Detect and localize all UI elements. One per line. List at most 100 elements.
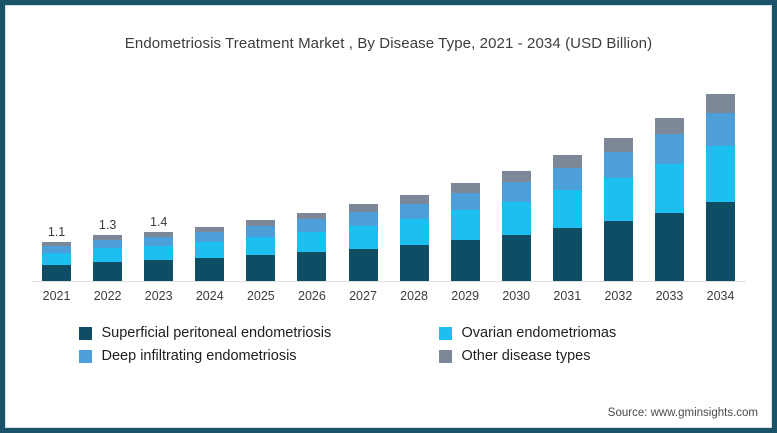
bar-stack: [195, 226, 225, 281]
bar-segment-superficial-peritoneal-endometriosis: [195, 258, 225, 281]
bar-stack: [654, 118, 684, 281]
bar-segment-deep-infiltrating-endometriosis: [144, 236, 174, 246]
bar-column-2028: [389, 195, 440, 281]
legend: Superficial peritoneal endometriosis Ovar…: [78, 325, 699, 364]
bar-segment-ovarian-endometriomas: [706, 146, 736, 203]
bar-segment-superficial-peritoneal-endometriosis: [246, 255, 276, 281]
x-axis-tick-2024: 2024: [195, 289, 224, 303]
bar-segment-superficial-peritoneal-endometriosis: [501, 234, 531, 281]
bar-column-2024: [184, 226, 235, 281]
bar-column-2033: [644, 118, 695, 281]
bar-total-label: 1.3: [98, 218, 117, 233]
bar-segment-other-disease-types: [654, 118, 684, 135]
bar-segment-ovarian-endometriomas: [42, 253, 72, 265]
bar-segment-deep-infiltrating-endometriosis: [246, 226, 276, 237]
bar-segment-ovarian-endometriomas: [297, 231, 327, 253]
bar-segment-ovarian-endometriomas: [348, 225, 378, 249]
bar-column-2030: [491, 170, 542, 281]
bar-stack: [603, 137, 633, 281]
x-axis-tick-2023: 2023: [144, 289, 173, 303]
bar-segment-deep-infiltrating-endometriosis: [654, 134, 684, 164]
x-axis-tick-2028: 2028: [400, 289, 428, 303]
plot-area: 1.1 1.3 1.4 2021 2022 2023 2024 2025 2026 2027 20…: [31, 66, 746, 303]
bar-segment-other-disease-types: [93, 235, 123, 240]
bar-segment-other-disease-types: [501, 170, 531, 182]
bar-segment-ovarian-endometriomas: [552, 190, 582, 229]
x-axis-tick-2025: 2025: [246, 289, 275, 303]
bar-segment-superficial-peritoneal-endometriosis: [144, 260, 174, 281]
legend-swatch-icon: [438, 349, 452, 363]
bar-segment-other-disease-types: [706, 93, 736, 113]
legend-item-deep-infiltrating-endometriosis: Deep infiltrating endometriosis: [78, 348, 439, 364]
bar-segment-deep-infiltrating-endometriosis: [603, 151, 633, 178]
bar-segment-other-disease-types: [450, 183, 480, 193]
x-axis-tick-2034: 2034: [706, 289, 735, 303]
x-axis-tick-2033: 2033: [655, 289, 684, 303]
x-axis-tick-2030: 2030: [502, 289, 531, 303]
x-axis-tick-2032: 2032: [604, 289, 633, 303]
x-axis-tick-2029: 2029: [451, 289, 480, 303]
legend-swatch-icon: [438, 326, 452, 340]
bar-column-2032: [593, 137, 644, 281]
bar-stack: [706, 93, 736, 281]
legend-label: Other disease types: [461, 348, 591, 364]
bar-segment-ovarian-endometriomas: [603, 177, 633, 221]
bar-total-label: 1.1: [47, 225, 66, 240]
bar-segment-deep-infiltrating-endometriosis: [450, 192, 480, 211]
chart-title: Endometriosis Treatment Market , By Dise…: [124, 35, 653, 52]
bar-column-2034: [695, 93, 746, 281]
x-axis-tick-2031: 2031: [553, 289, 582, 303]
bar-segment-deep-infiltrating-endometriosis: [706, 112, 736, 147]
x-axis-tick-2027: 2027: [349, 289, 377, 303]
bar-segment-deep-infiltrating-endometriosis: [399, 203, 429, 220]
bar-segment-superficial-peritoneal-endometriosis: [654, 212, 684, 281]
bar-segment-other-disease-types: [42, 242, 72, 247]
source-attribution: Source: www.gminsights.com: [607, 407, 758, 419]
bar-segment-superficial-peritoneal-endometriosis: [93, 261, 123, 281]
bar-segment-other-disease-types: [552, 154, 582, 168]
bar-segment-ovarian-endometriomas: [450, 210, 480, 240]
bar-segment-superficial-peritoneal-endometriosis: [450, 239, 480, 281]
bar-column-2026: [286, 212, 337, 281]
bar-column-2025: [235, 219, 286, 281]
x-axis-tick-2021: 2021: [42, 289, 71, 303]
bar-segment-ovarian-endometriomas: [246, 236, 276, 256]
bar-stack: [297, 212, 327, 281]
bar-segment-deep-infiltrating-endometriosis: [501, 181, 531, 202]
bar-segment-superficial-peritoneal-endometriosis: [603, 220, 633, 281]
legend-label: Ovarian endometriomas: [461, 325, 617, 341]
legend-swatch-icon: [78, 349, 92, 363]
bar-segment-ovarian-endometriomas: [501, 201, 531, 235]
x-axis: 2021 2022 2023 2024 2025 2026 2027 2028 2029 2030…: [31, 282, 746, 303]
legend-item-ovarian-endometriomas: Ovarian endometriomas: [438, 325, 699, 341]
bar-stack: [246, 219, 276, 281]
bar-segment-superficial-peritoneal-endometriosis: [42, 264, 72, 281]
x-axis-tick-2026: 2026: [298, 289, 326, 303]
bar-column-2023: 1.4: [133, 215, 184, 281]
bar-segment-ovarian-endometriomas: [399, 219, 429, 245]
bar-segment-deep-infiltrating-endometriosis: [297, 219, 327, 232]
bar-segment-other-disease-types: [246, 219, 276, 227]
bar-column-2031: [542, 154, 593, 281]
bar-stack: [501, 170, 531, 281]
x-axis-tick-2022: 2022: [93, 289, 122, 303]
bar-segment-other-disease-types: [195, 226, 225, 233]
bar-stack: [93, 235, 123, 281]
bar-segment-other-disease-types: [144, 232, 174, 237]
bar-column-2029: [440, 183, 491, 281]
bar-stack: [42, 242, 72, 281]
bar-segment-superficial-peritoneal-endometriosis: [706, 202, 736, 281]
bar-segment-ovarian-endometriomas: [195, 241, 225, 259]
bar-segment-superficial-peritoneal-endometriosis: [297, 252, 327, 281]
bar-segment-deep-infiltrating-endometriosis: [93, 239, 123, 249]
bar-stack: [552, 154, 582, 281]
bar-segment-other-disease-types: [399, 195, 429, 204]
bar-stack: [348, 204, 378, 281]
bar-segment-deep-infiltrating-endometriosis: [348, 211, 378, 226]
bar-segment-deep-infiltrating-endometriosis: [195, 232, 225, 242]
bar-stack: [450, 183, 480, 281]
bar-stack: [144, 232, 174, 281]
bar-total-label: 1.4: [150, 215, 168, 230]
bar-column-2027: [337, 204, 388, 281]
